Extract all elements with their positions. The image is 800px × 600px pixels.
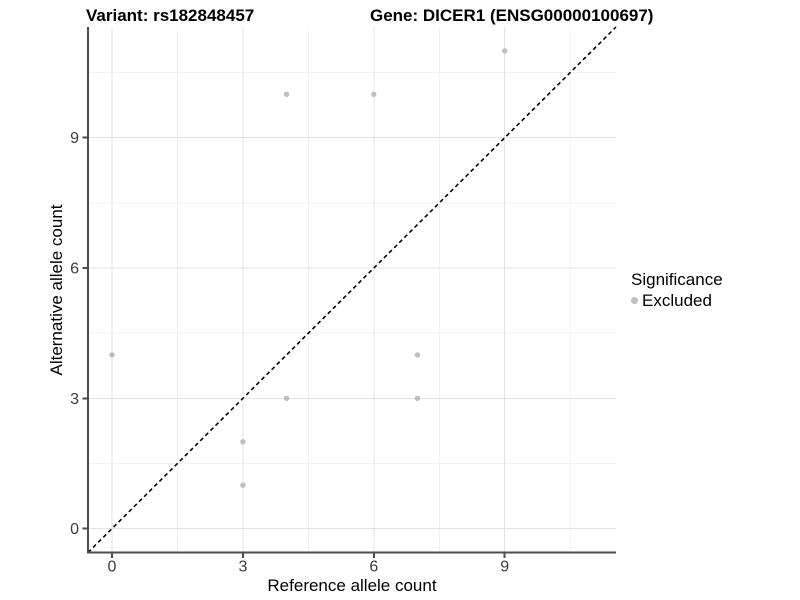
plot-title-variant: Variant: rs182848457: [86, 6, 255, 25]
data-point: [414, 352, 421, 358]
data-point: [371, 91, 377, 98]
data-point: [283, 91, 290, 98]
y-tick-label: 9: [70, 130, 79, 147]
y-tick-label: 0: [70, 521, 79, 538]
plot-title-gene: Gene: DICER1 (ENSG00000100697): [370, 6, 654, 25]
identity-reference-line: [87, 26, 617, 554]
x-axis-title: Reference allele count: [267, 576, 437, 595]
x-tick-label: 9: [500, 559, 509, 576]
legend-key-dot-icon: [631, 297, 638, 304]
x-tick-label: 6: [369, 559, 378, 576]
x-tick-label: 3: [238, 559, 247, 576]
y-tick-label: 6: [70, 261, 79, 278]
y-tick-label: 3: [70, 391, 79, 408]
data-point: [283, 395, 290, 402]
x-tick-label: 0: [108, 559, 117, 576]
legend-entry-label: Excluded: [642, 291, 712, 310]
legend-title: Significance: [631, 270, 723, 289]
data-point: [240, 482, 246, 488]
legend-entry-excluded: Excluded: [631, 291, 723, 310]
legend: Significance Excluded: [631, 270, 723, 310]
data-point: [109, 352, 115, 358]
data-point: [240, 439, 246, 445]
data-point: [414, 395, 421, 402]
data-point: [502, 48, 508, 54]
